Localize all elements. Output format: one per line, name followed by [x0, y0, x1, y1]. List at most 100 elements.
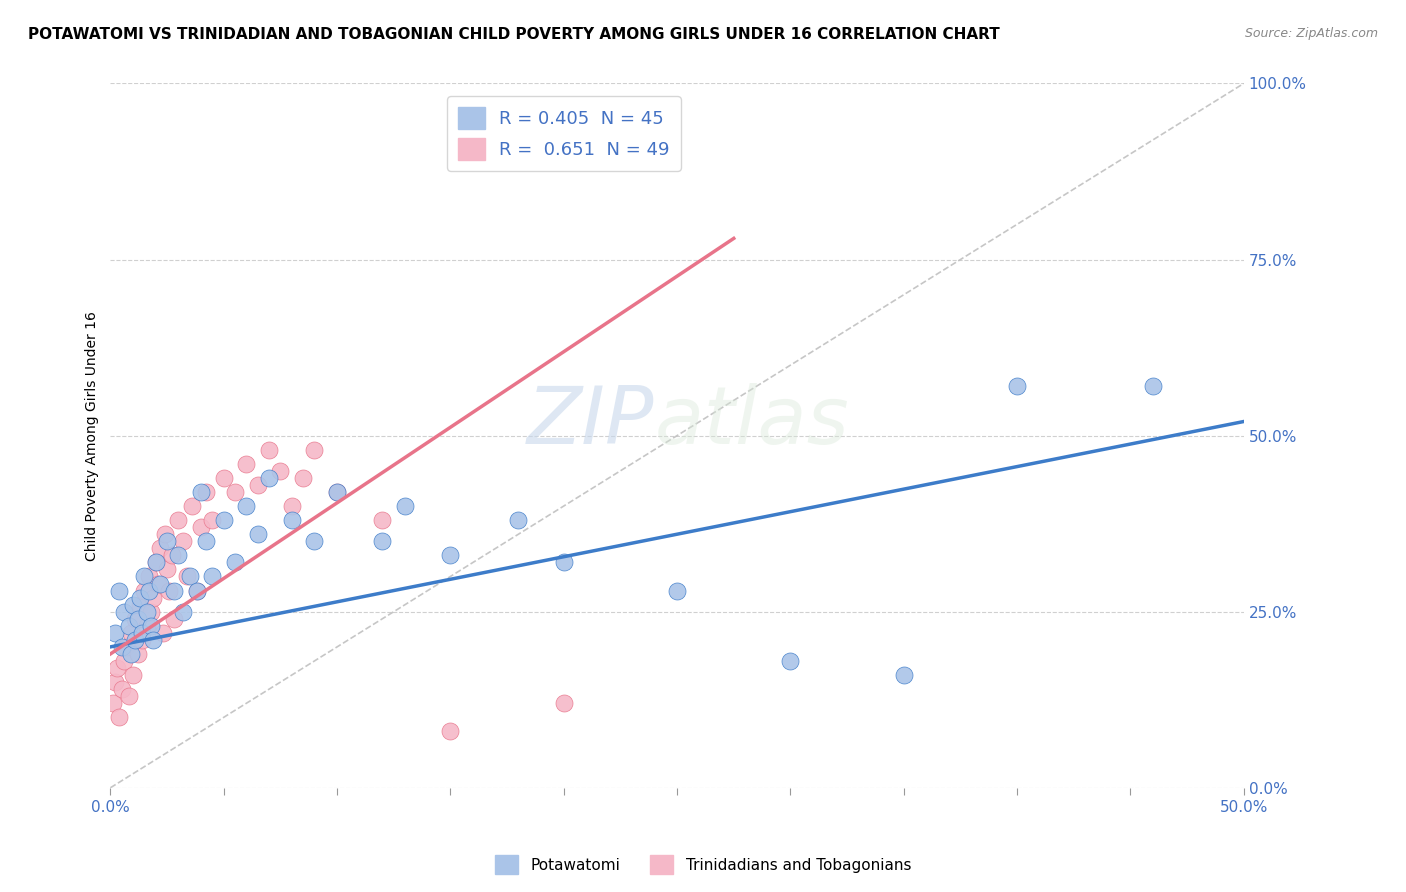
Point [128, 598, 150, 612]
Point [138, 569, 160, 583]
Point [186, 583, 208, 598]
Point [893, 668, 915, 682]
Point [508, 513, 530, 527]
Point [163, 583, 186, 598]
Point [394, 499, 416, 513]
Point [104, 675, 127, 690]
Point [1142, 379, 1164, 393]
Point [212, 513, 235, 527]
Point [257, 471, 280, 485]
Point [135, 605, 157, 619]
Point [167, 513, 190, 527]
Point [439, 549, 461, 563]
Point [127, 647, 149, 661]
Point [112, 654, 135, 668]
Point [224, 485, 246, 500]
Point [201, 569, 224, 583]
Point [142, 632, 165, 647]
Point [281, 499, 304, 513]
Point [160, 549, 183, 563]
Point [553, 555, 575, 569]
Point [117, 619, 139, 633]
Point [124, 632, 146, 647]
Text: Source: ZipAtlas.com: Source: ZipAtlas.com [1244, 27, 1378, 40]
Point [112, 605, 135, 619]
Point [146, 576, 169, 591]
Text: POTAWATOMI VS TRINIDADIAN AND TOBAGONIAN CHILD POVERTY AMONG GIRLS UNDER 16 CORR: POTAWATOMI VS TRINIDADIAN AND TOBAGONIAN… [28, 27, 1000, 42]
Point [104, 625, 127, 640]
Point [145, 555, 167, 569]
Point [131, 632, 153, 647]
Text: atlas: atlas [654, 383, 849, 460]
Point [111, 640, 134, 654]
Point [138, 583, 160, 598]
Point [141, 619, 163, 633]
Point [439, 724, 461, 739]
Point [135, 619, 157, 633]
Point [134, 583, 156, 598]
Point [371, 534, 394, 549]
Point [156, 534, 179, 549]
Point [142, 591, 165, 605]
Point [235, 457, 257, 471]
Point [190, 485, 212, 500]
Point [666, 583, 689, 598]
Point [1005, 379, 1028, 393]
Point [194, 534, 217, 549]
Legend: Potawatomi, Trinidadians and Tobagonians: Potawatomi, Trinidadians and Tobagonians [489, 849, 917, 880]
Point [145, 555, 167, 569]
Point [127, 612, 149, 626]
Text: ZIP: ZIP [527, 383, 654, 460]
Point [326, 485, 349, 500]
Point [120, 647, 142, 661]
Point [190, 520, 212, 534]
Point [122, 598, 145, 612]
Point [163, 612, 186, 626]
Y-axis label: Child Poverty Among Girls Under 16: Child Poverty Among Girls Under 16 [86, 310, 100, 560]
Point [131, 625, 153, 640]
Point [149, 576, 172, 591]
Point [111, 682, 134, 697]
Point [124, 612, 146, 626]
Point [304, 442, 326, 457]
Point [304, 534, 326, 549]
Point [101, 696, 124, 710]
Point [156, 562, 179, 576]
Point [141, 605, 163, 619]
Point [194, 485, 217, 500]
Point [246, 527, 269, 541]
Point [108, 710, 131, 724]
Point [153, 527, 176, 541]
Point [779, 654, 801, 668]
Point [134, 569, 156, 583]
Point [167, 549, 190, 563]
Point [181, 499, 204, 513]
Point [212, 471, 235, 485]
Point [117, 689, 139, 703]
Point [235, 499, 257, 513]
Point [152, 625, 174, 640]
Point [281, 513, 304, 527]
Point [172, 534, 194, 549]
Point [269, 464, 291, 478]
Point [176, 569, 198, 583]
Legend: R = 0.405  N = 45, R =  0.651  N = 49: R = 0.405 N = 45, R = 0.651 N = 49 [447, 96, 681, 170]
Point [128, 591, 150, 605]
Point [115, 640, 138, 654]
Point [326, 485, 349, 500]
Point [108, 583, 131, 598]
Point [122, 668, 145, 682]
Point [149, 541, 172, 556]
Point [371, 513, 394, 527]
Point [120, 625, 142, 640]
Point [292, 471, 315, 485]
Point [157, 583, 180, 598]
Point [186, 583, 208, 598]
Point [257, 442, 280, 457]
Point [246, 478, 269, 492]
Point [179, 569, 201, 583]
Point [201, 513, 224, 527]
Point [172, 605, 194, 619]
Point [553, 696, 575, 710]
Point [105, 661, 128, 675]
